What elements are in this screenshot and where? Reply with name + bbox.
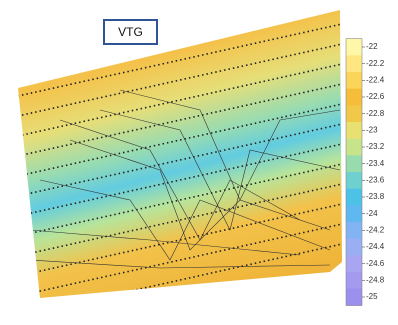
colorbar-segment	[346, 89, 362, 106]
colorbar-tick-label: -22	[366, 42, 378, 51]
colorbar-tick-label: -22.4	[366, 75, 385, 84]
colorbar-segment	[346, 272, 362, 289]
colorbar: -22 -22.2 -22.4 -22.6 -22.8 -23 -23.2 -23.4 -23.…	[346, 39, 385, 306]
colorbar-segment	[346, 239, 362, 256]
colorbar-segment	[346, 155, 362, 172]
colorbar-tick-label: -24.6	[366, 259, 385, 268]
colorbar-segment	[346, 139, 362, 156]
colorbar-tick-label: -22.6	[366, 92, 385, 101]
map-label: VTG	[118, 25, 143, 39]
colorbar-segment	[346, 289, 362, 306]
colorbar-segment	[346, 189, 362, 206]
colorbar-segment	[346, 255, 362, 272]
colorbar-segment	[346, 105, 362, 122]
colorbar-segment	[346, 72, 362, 89]
colorbar-segment	[346, 122, 362, 139]
colorbar-tick-label: -24.8	[366, 275, 385, 284]
colorbar-segment	[346, 39, 362, 56]
colorbar-tick-label: -22.2	[366, 59, 385, 68]
map-area	[18, 10, 342, 298]
colorbar-segment	[346, 172, 362, 189]
colorbar-tick-label: -23.2	[366, 142, 385, 151]
colorbar-segment	[346, 55, 362, 72]
colorbar-tick-label: -23.6	[366, 175, 385, 184]
colorbar-tick-label: -24.2	[366, 225, 385, 234]
colorbar-tick-label: -25	[366, 292, 378, 301]
colorbar-tick-label: -23.4	[366, 159, 385, 168]
colorbar-tick-label: -24.4	[366, 242, 385, 251]
map: VTG -22 -22.2 -22.4 -22.6 -22.8 -23 -23.2 -23.4…	[0, 0, 398, 325]
colorbar-segment	[346, 205, 362, 222]
colorbar-tick-label: -23	[366, 125, 378, 134]
colorbar-segment	[346, 222, 362, 239]
colorbar-tick-label: -22.8	[366, 109, 385, 118]
colorbar-tick-label: -23.8	[366, 192, 385, 201]
colorbar-tick-label: -24	[366, 209, 378, 218]
